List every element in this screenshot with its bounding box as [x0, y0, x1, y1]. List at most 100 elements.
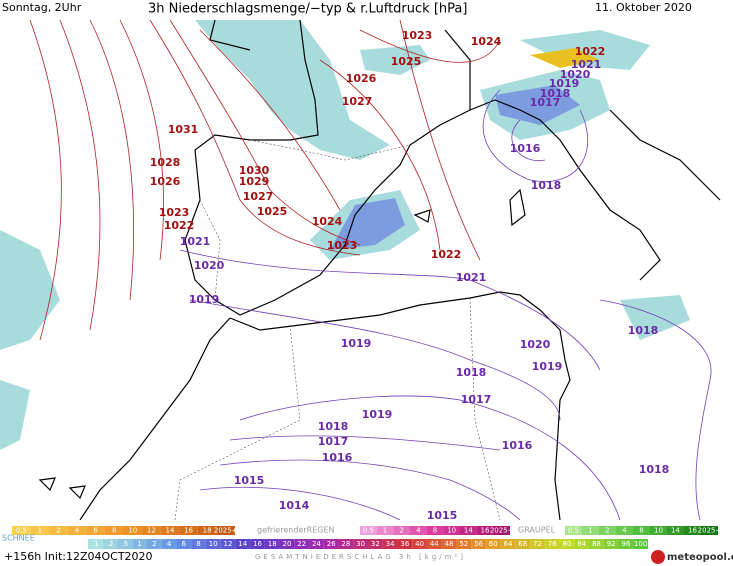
isobar-label: 1027: [243, 190, 274, 203]
legend-swatch: [515, 539, 531, 549]
legend-swatch: [142, 526, 161, 535]
legend-swatch: [220, 539, 236, 549]
legend-value: 14: [165, 527, 174, 535]
legend-value: 2025+: [490, 527, 514, 535]
legend-value: 22: [297, 540, 306, 548]
legend-swatch: [684, 526, 701, 535]
legend-value: 2: [399, 527, 403, 535]
legend-value: 30: [356, 540, 365, 548]
legend-swatch: [603, 539, 619, 549]
legend-swatch: [393, 526, 410, 535]
legend-value: 8: [112, 527, 116, 535]
legend-swatch: [426, 539, 442, 549]
header-date: 11. Oktober 2020: [595, 1, 692, 14]
legend-swatch: [176, 539, 192, 549]
legend: 0.5 1 2 4 6 8 10 12 14 16 18 2025+ 0.5 1 2 4 8 10 14 16 2025…: [12, 526, 721, 549]
legend-swatch: [323, 539, 339, 549]
legend-swatch: [117, 539, 133, 549]
legend-value: 4: [416, 527, 421, 535]
legend-swatch: [565, 526, 582, 535]
legend-value: 96: [621, 540, 630, 548]
legend-swatch: [599, 526, 616, 535]
legend-swatch: [426, 526, 444, 535]
legend-swatch: [12, 526, 31, 535]
legend-swatch: [197, 526, 217, 535]
legend-value: 1: [383, 527, 387, 535]
legend-value: 2025+: [214, 527, 238, 535]
legend-swatch: [338, 539, 354, 549]
isobar-high: [29, 19, 501, 341]
legend-swatch: [104, 526, 124, 535]
legend-value: 2: [56, 527, 60, 535]
isobar-label: 1023: [327, 239, 358, 252]
legend-swatch: [544, 539, 560, 549]
isobar-label: 1028: [150, 156, 181, 169]
isobar-label: 1014: [279, 499, 310, 512]
legend-swatch: [485, 539, 501, 549]
legend-swatch: [123, 526, 143, 535]
legend-swatch: [460, 526, 477, 535]
legend-swatch: [574, 539, 590, 549]
legend-value: 16: [481, 527, 490, 535]
isobar-label: 1023: [159, 206, 190, 219]
legend-swatch: [102, 539, 118, 549]
legend-swatch: [191, 539, 206, 549]
legend-value: 2025+: [698, 527, 722, 535]
legend-value: 68: [518, 540, 527, 548]
isobar-label: 1017: [318, 435, 349, 448]
legend-swatch: [376, 526, 394, 535]
isobar-label: 1018: [540, 87, 571, 100]
legend-swatch: [86, 526, 105, 535]
legend-value: 0.5: [16, 527, 27, 535]
legend-swatch: [235, 539, 251, 549]
legend-value: 8: [196, 540, 200, 548]
isobar-label: 1019: [189, 293, 220, 306]
graupel-label: GRAUPEL: [518, 526, 556, 535]
legend-value: 64: [504, 540, 513, 548]
legend-value: 88: [592, 540, 601, 548]
isobar-label: 1015: [234, 474, 265, 487]
legend-swatch: [309, 539, 324, 549]
legend-swatch: [382, 539, 398, 549]
legend-value: 16: [184, 527, 193, 535]
legend-value: 1: [38, 527, 42, 535]
legend-value: 1: [137, 540, 141, 548]
isobar-label: 1021: [571, 58, 602, 71]
legend-value: 80: [562, 540, 571, 548]
header-day: Sonntag, 2Uhr: [2, 1, 82, 14]
legend-value: 2: [152, 540, 156, 548]
legend-swatch: [650, 526, 667, 535]
legend-swatch: [476, 526, 494, 535]
legend-value: 60: [489, 540, 498, 548]
legend-value: 92: [607, 540, 616, 548]
isobar-label: 1016: [322, 451, 353, 464]
legend-value: 18: [268, 540, 277, 548]
legend-swatch: [500, 539, 516, 549]
legend-value: 48: [445, 540, 454, 548]
isobar-label: 1016: [510, 142, 541, 155]
legend-value: 36: [400, 540, 409, 548]
header-title: 3h Niederschlagsmenge/−typ & r.Luftdruck…: [148, 2, 467, 17]
legend-swatch: [443, 526, 460, 535]
isobar-labels: 1023 1024 1025 1026 1027 1031 1028 1030 1026 1029…: [150, 29, 670, 522]
legend-swatch: [471, 539, 486, 549]
isobar-label: 1020: [560, 68, 591, 81]
isobar-label: 1018: [531, 179, 562, 192]
legend-swatch: [160, 526, 180, 535]
legend-value: 28: [341, 540, 350, 548]
legend-value: 84: [577, 540, 586, 548]
isobar-label: 1018: [628, 324, 659, 337]
legend-value: 76: [548, 540, 557, 548]
legend-value: 100: [634, 540, 647, 548]
legend-value: 16: [253, 540, 262, 548]
legend-value: 14: [238, 540, 247, 548]
isobar-label: 1029: [239, 175, 270, 188]
isobar-label: 1018: [318, 420, 349, 433]
legend-swatch: [616, 526, 633, 535]
legend-swatch: [667, 526, 684, 535]
legend-value: 8: [433, 527, 437, 535]
isobar-label: 1024: [471, 35, 502, 48]
isobar-label: 1022: [431, 248, 462, 261]
coastline: [38, 19, 721, 521]
